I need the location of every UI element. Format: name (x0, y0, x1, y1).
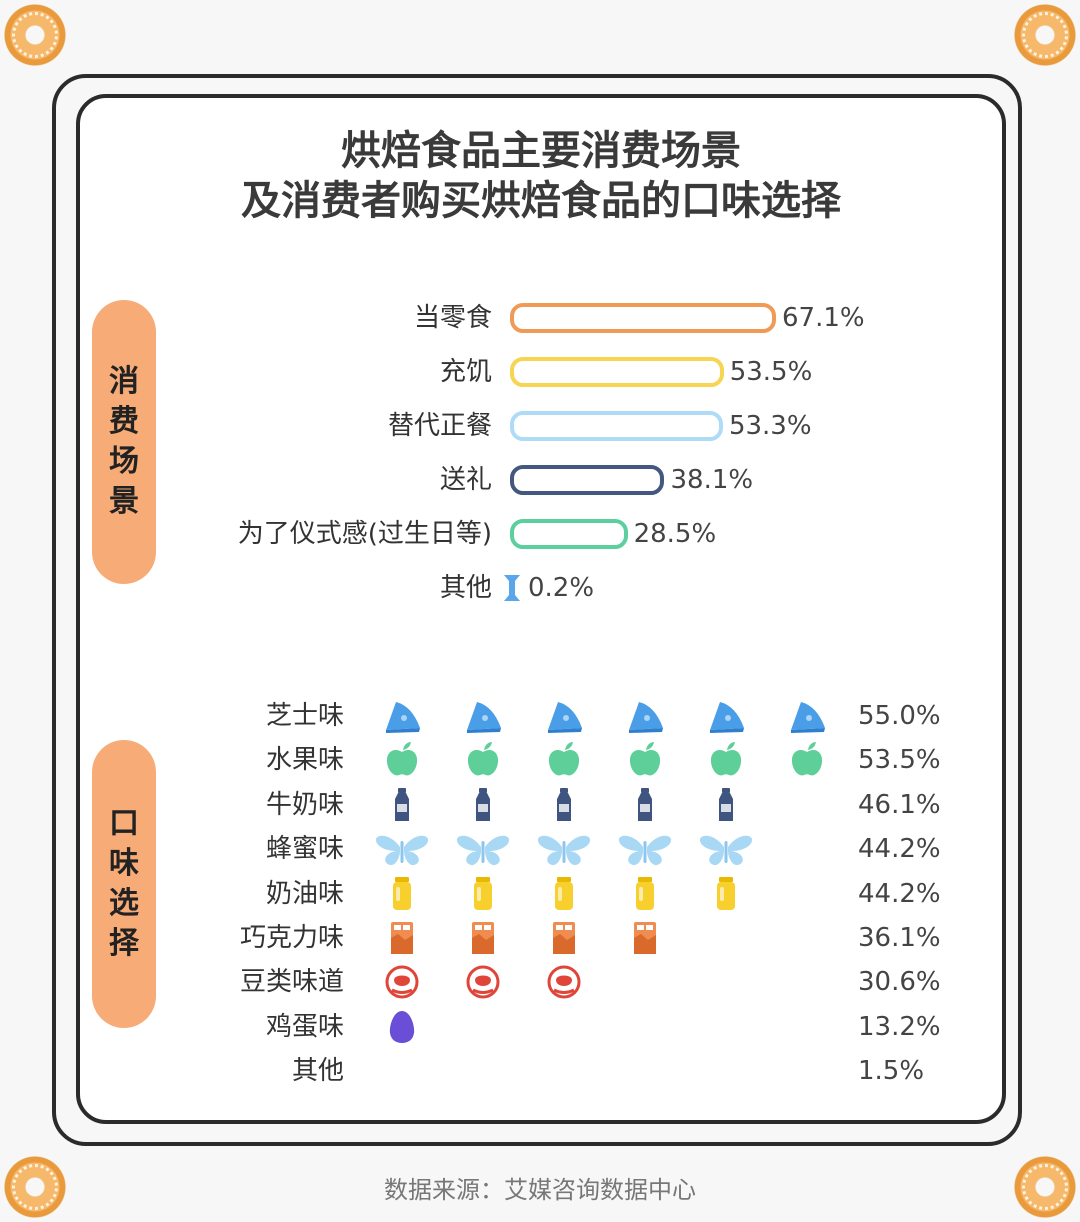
section-label-char: 择 (109, 926, 139, 961)
cheese-icon (548, 702, 582, 733)
flavor-category-label: 豆类味道 (239, 967, 344, 997)
apple-icon (548, 742, 580, 776)
bar-value-label: 53.3% (728, 411, 812, 441)
section-label-char: 景 (109, 484, 139, 519)
flavor-value-label: 30.6% (858, 967, 941, 997)
milk-bottle-icon (476, 788, 490, 821)
cream-jar-icon (393, 877, 411, 910)
chocolate-icon (553, 922, 575, 954)
donut-decoration-bottom-right (1014, 1156, 1076, 1218)
milk-bottle-icon (395, 788, 409, 821)
cheese-icon (467, 702, 501, 733)
bar-category-label: 充饥 (439, 357, 492, 387)
source-footer: 数据来源：艾媒咨询数据中心 (384, 1176, 696, 1204)
chocolate-icon (634, 922, 656, 954)
flavor-category-label: 其他 (291, 1056, 344, 1086)
cream-jar-icon (636, 877, 654, 910)
cheese-icon (791, 702, 825, 733)
cream-jar-icon (474, 877, 492, 910)
bar-value-label: 38.1% (670, 465, 754, 495)
apple-icon (791, 742, 823, 776)
flavor-category-label: 奶油味 (265, 879, 344, 909)
flavor-category-label: 蜂蜜味 (265, 834, 344, 864)
apple-icon (710, 742, 742, 776)
section-label-char: 场 (109, 444, 139, 479)
section-label-char: 消 (109, 364, 139, 399)
bean-icon (466, 965, 500, 999)
bar-category-label: 送礼 (439, 465, 492, 495)
donut-decoration-top-left (4, 4, 66, 66)
butterfly-icon (375, 835, 429, 866)
butterfly-icon (537, 835, 591, 866)
bean-icon (385, 965, 419, 999)
flavor-value-label: 46.1% (858, 790, 941, 820)
butterfly-icon (699, 835, 753, 866)
flavor-category-label: 鸡蛋味 (265, 1012, 344, 1042)
bean-icon (547, 965, 581, 999)
title-line-1: 烘焙食品主要消费场景 (341, 128, 741, 174)
bar-mark (510, 303, 776, 333)
cheese-icon (710, 702, 744, 733)
flavor-value-label: 55.0% (858, 701, 941, 731)
apple-icon (629, 742, 661, 776)
section-label-char: 费 (109, 404, 139, 439)
bar-category-label: 其他 (439, 573, 492, 603)
bar-value-label: 67.1% (782, 303, 865, 333)
butterfly-icon (456, 835, 510, 866)
butterfly-icon (618, 835, 672, 866)
bar-value-label: 28.5% (633, 519, 717, 549)
bar-value-label: 0.2% (528, 573, 595, 603)
bar-category-label: 替代正餐 (387, 411, 492, 441)
flavor-value-label: 44.2% (858, 879, 941, 909)
chocolate-icon (391, 922, 413, 954)
flavor-value-label: 13.2% (858, 1012, 941, 1042)
chocolate-icon (472, 922, 494, 954)
flavor-value-label: 1.5% (858, 1056, 925, 1086)
egg-icon (389, 1011, 415, 1043)
section-label-scenes: 消 费 场 景 (92, 300, 156, 584)
bar-mark (510, 465, 665, 495)
bar-mark (510, 357, 724, 387)
cheese-icon (629, 702, 663, 733)
title-line-2: 及消费者购买烘焙食品的口味选择 (241, 178, 841, 224)
flavor-category-label: 巧克力味 (239, 923, 344, 953)
section-label-char: 选 (109, 886, 139, 921)
inner-card (76, 94, 1006, 1124)
flavor-value-label: 36.1% (858, 923, 941, 953)
cream-jar-icon (555, 877, 573, 910)
section-label-char: 口 (109, 806, 139, 841)
bar-category-label: 为了仪式感(过生日等) (237, 519, 492, 549)
apple-icon (386, 742, 418, 776)
cheese-icon (386, 702, 420, 733)
flavor-category-label: 水果味 (265, 745, 344, 775)
bar-category-label: 当零食 (413, 303, 492, 333)
section-label-flavors: 口 味 选 择 (92, 740, 156, 1028)
section-label-char: 味 (109, 846, 139, 881)
donut-decoration-top-right (1014, 4, 1076, 66)
bar-value-label: 53.5% (729, 357, 813, 387)
flavor-category-label: 牛奶味 (265, 790, 344, 820)
cream-jar-icon (717, 877, 735, 910)
bar-mark (510, 411, 723, 441)
flavor-value-label: 53.5% (858, 745, 941, 775)
milk-bottle-icon (719, 788, 733, 821)
flavor-value-label: 44.2% (858, 834, 941, 864)
apple-icon (467, 742, 499, 776)
donut-decoration-bottom-left (4, 1156, 66, 1218)
milk-bottle-icon (638, 788, 652, 821)
bar-mark (504, 575, 520, 601)
bar-mark (510, 519, 628, 549)
flavor-category-label: 芝士味 (265, 701, 344, 731)
milk-bottle-icon (557, 788, 571, 821)
